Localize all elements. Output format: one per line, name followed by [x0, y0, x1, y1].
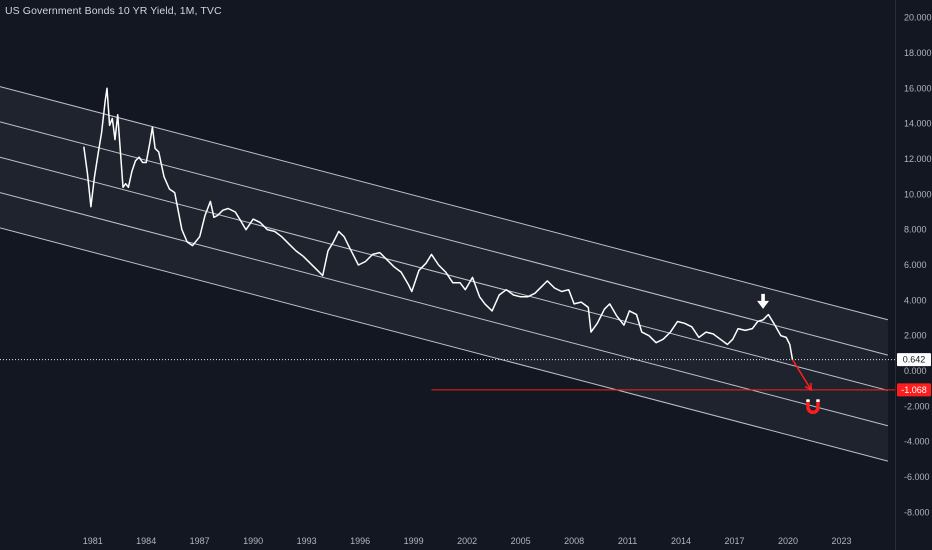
channel-lines	[0, 86, 888, 462]
magnet-body	[806, 400, 820, 414]
chart-title: US Government Bonds 10 YR Yield, 1M, TVC	[5, 5, 222, 17]
projection-arrow-line	[791, 359, 812, 391]
y-tick-label: 16.000	[904, 83, 932, 93]
y-tick-label: -8.000	[904, 507, 930, 517]
down-arrow-tip	[757, 300, 770, 309]
x-tick-label: 1981	[83, 536, 103, 546]
y-tick-label: 12.000	[904, 154, 932, 164]
x-tick-label: 1984	[136, 536, 156, 546]
x-tick-label: 2005	[511, 536, 531, 546]
x-tick-label: 1996	[350, 536, 370, 546]
annotations	[757, 293, 820, 414]
price-axis-separator	[895, 0, 896, 550]
y-tick-label: 4.000	[904, 295, 927, 305]
y-tick-label: 0.000	[904, 366, 927, 376]
target-level-tag	[897, 383, 931, 397]
x-tick-label: 1999	[404, 536, 424, 546]
target-level-tag-label: -1.068	[901, 385, 927, 395]
x-tick-label: 2002	[457, 536, 477, 546]
series-layer	[83, 87, 794, 360]
x-tick-label: 2017	[725, 536, 745, 546]
y-tick-label: 8.000	[904, 225, 927, 235]
x-tick-label: 1993	[297, 536, 317, 546]
channel-bands	[0, 86, 888, 462]
y-tick-label: 20.000	[904, 13, 932, 23]
down-arrow-shaft	[761, 293, 765, 303]
down-arrow-icon	[757, 293, 770, 309]
x-tick-label: 2023	[831, 536, 851, 546]
price-tags: 0.642 -1.068	[897, 353, 931, 397]
x-tick-label: 2014	[671, 536, 691, 546]
x-tick-label: 1987	[190, 536, 210, 546]
x-tick-label: 2011	[618, 536, 637, 546]
y-tick-label: 14.000	[904, 119, 932, 129]
y-tick-label: 18.000	[904, 48, 932, 58]
yield-series-line	[83, 87, 794, 360]
y-axis[interactable]: 20.000 18.000 16.000 14.000 12.000 10.000 8.00…	[904, 13, 932, 518]
x-tick-label: 2008	[564, 536, 584, 546]
y-tick-label: 6.000	[904, 260, 927, 270]
magnet-tip-left	[806, 399, 810, 402]
x-axis[interactable]: 1981 1984 1987 1990 1993 1996 1999 2002 2005 2008…	[83, 536, 852, 546]
channel-band	[0, 121, 888, 391]
x-tick-label: 1990	[243, 536, 263, 546]
channel-line	[0, 86, 888, 321]
channel-line	[0, 227, 888, 462]
y-tick-label: 2.000	[904, 331, 927, 341]
magnet-tip-right	[816, 399, 820, 402]
last-value-tag-label: 0.642	[903, 355, 926, 365]
channel-band	[0, 157, 888, 426]
y-tick-label: -6.000	[904, 472, 930, 482]
magnet-icon	[806, 399, 820, 414]
channel-line	[0, 156, 888, 391]
channel-band	[0, 86, 888, 356]
channel-line	[0, 121, 888, 356]
channel-band	[0, 192, 888, 462]
reference-lines	[0, 359, 895, 391]
y-tick-label: -2.000	[904, 401, 930, 411]
projection-arrow-head	[804, 382, 813, 392]
x-tick-label: 2020	[778, 536, 798, 546]
channel-line	[0, 192, 888, 427]
last-value-tag	[897, 353, 931, 367]
y-tick-label: 10.000	[904, 189, 932, 199]
y-tick-label: -4.000	[904, 437, 930, 447]
